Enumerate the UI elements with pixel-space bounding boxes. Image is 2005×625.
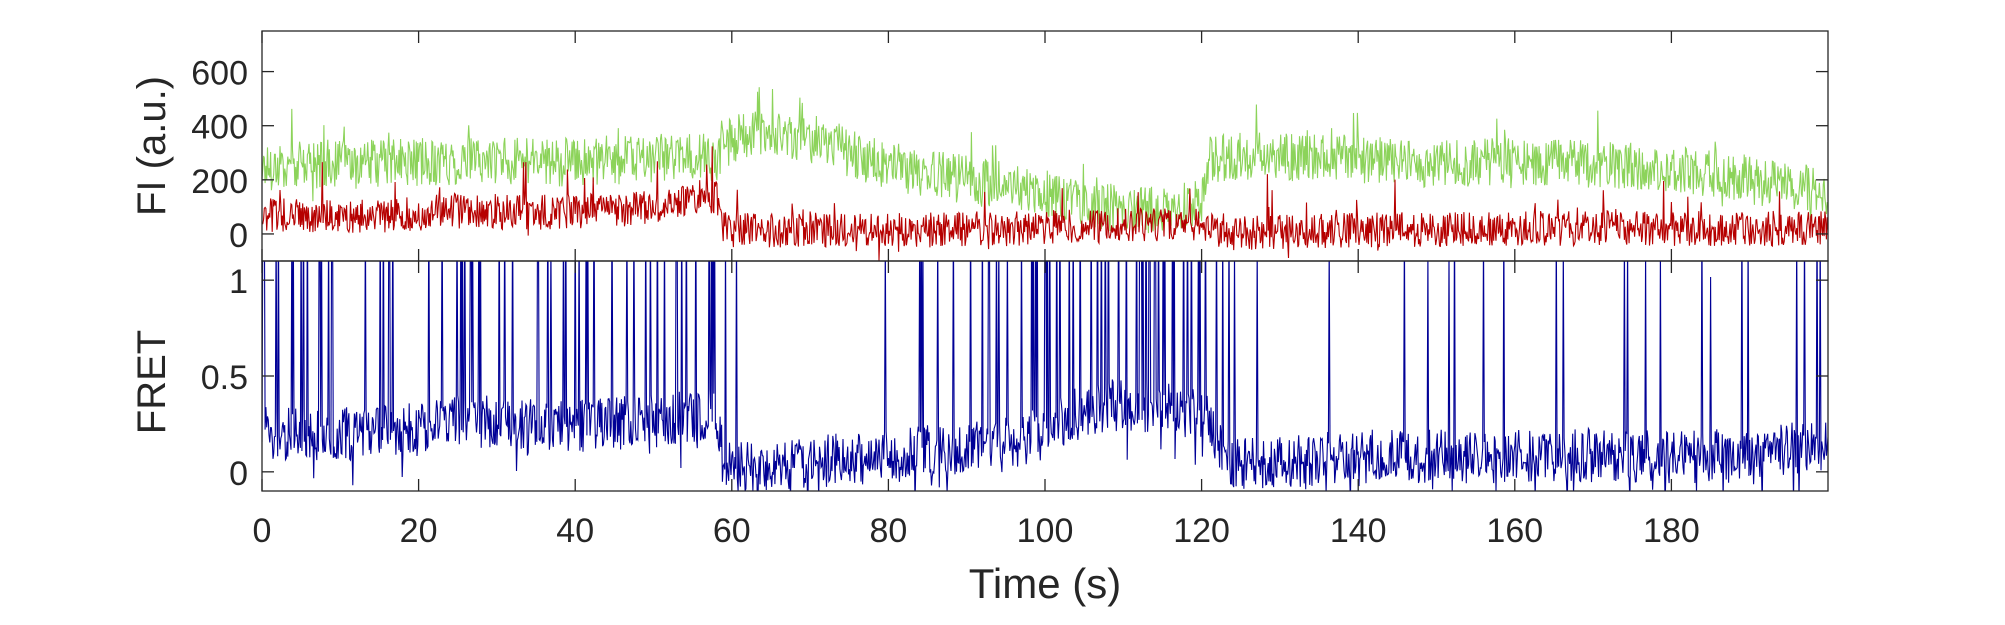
fluorescence-panel: 0 200 400 600 FI (a.u.)	[130, 30, 1829, 262]
time-x-tick-label: 160	[1486, 512, 1543, 550]
fluorescence-series-1-line	[262, 146, 1828, 261]
time-x-tick-label: 100	[1017, 512, 1074, 550]
time-x-tick-label: 180	[1643, 512, 1700, 550]
fluorescence-y-tick-label: 400	[191, 109, 248, 147]
fret-y-tick-label: 0	[229, 455, 248, 493]
fret-series-0-line	[262, 261, 1828, 491]
time-x-ticks: 0 20 40 60 80 100 120 140 160 180	[253, 31, 1700, 550]
fret-panel: 00.51 0 20 40 60 80 100 120 140 160 180 FRET Time…	[130, 31, 1829, 607]
time-x-tick-label: 80	[869, 512, 907, 550]
fret-traces	[262, 261, 1828, 491]
fluorescence-y-tick-label: 600	[191, 55, 248, 93]
fluorescence-y-axis-label: FI (a.u.)	[130, 76, 174, 216]
time-x-tick-label: 0	[253, 512, 272, 550]
fret-y-ticks: 00.51	[201, 263, 1828, 493]
fret-y-tick-label: 1	[229, 263, 248, 301]
time-x-tick-label: 60	[713, 512, 751, 550]
fluorescence-traces	[262, 87, 1828, 261]
time-x-tick-label: 120	[1173, 512, 1230, 550]
fluorescence-y-tick-label: 0	[229, 217, 248, 255]
time-x-tick-label: 140	[1330, 512, 1387, 550]
fret-y-tick-label: 0.5	[201, 359, 248, 397]
fluorescence-series-0-line	[262, 87, 1828, 234]
fluorescence-y-ticks: 0 200 400 600	[191, 55, 1828, 255]
fluorescence-y-tick-label: 200	[191, 163, 248, 201]
time-x-tick-label: 40	[556, 512, 594, 550]
time-x-axis-label: Time (s)	[969, 560, 1121, 607]
fret-y-axis-label: FRET	[130, 330, 174, 434]
time-x-tick-label: 20	[400, 512, 438, 550]
